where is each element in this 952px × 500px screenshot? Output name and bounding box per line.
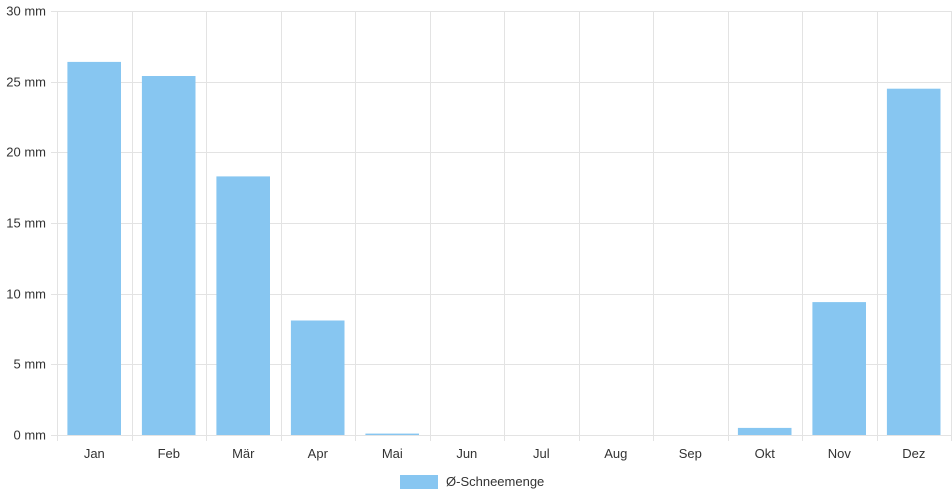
y-tick-label: 30 mm [6, 4, 46, 19]
grid-lines [51, 11, 952, 441]
y-tick-label: 5 mm [14, 357, 47, 372]
y-tick-label: 15 mm [6, 216, 46, 231]
y-axis: 0 mm 5 mm 10 mm 15 mm 20 mm 25 mm 30 mm [6, 4, 46, 443]
bar[interactable] [67, 61, 121, 436]
x-axis: Jan Feb Mär Apr Mai Jun Jul Aug Sep Okt Nov Dez [84, 446, 926, 461]
x-tick-label: Jun [456, 446, 477, 461]
bar[interactable] [290, 320, 345, 436]
legend[interactable]: Ø-Schneemenge [400, 474, 544, 489]
x-tick-label: Mai [382, 446, 403, 461]
bar-series [67, 61, 941, 436]
x-tick-label: Mär [232, 446, 255, 461]
bar[interactable] [216, 176, 270, 435]
x-tick-label: Aug [604, 446, 627, 461]
y-tick-label: 25 mm [6, 75, 46, 90]
x-tick-label: Nov [828, 446, 852, 461]
y-tick-label: 10 mm [6, 287, 46, 302]
x-tick-label: Feb [158, 446, 180, 461]
legend-label: Ø-Schneemenge [446, 474, 544, 489]
bar[interactable] [365, 433, 419, 435]
bar[interactable] [812, 302, 866, 435]
bar[interactable] [737, 427, 792, 435]
x-tick-label: Dez [902, 446, 925, 461]
bar[interactable] [886, 88, 941, 435]
y-tick-label: 0 mm [14, 428, 47, 443]
y-tick-label: 20 mm [6, 145, 46, 160]
x-tick-label: Jan [84, 446, 105, 461]
x-tick-label: Jul [533, 446, 550, 461]
x-tick-label: Sep [679, 446, 702, 461]
legend-swatch [400, 475, 438, 489]
x-tick-label: Apr [308, 446, 329, 461]
x-tick-label: Okt [755, 446, 776, 461]
bar[interactable] [141, 76, 196, 435]
